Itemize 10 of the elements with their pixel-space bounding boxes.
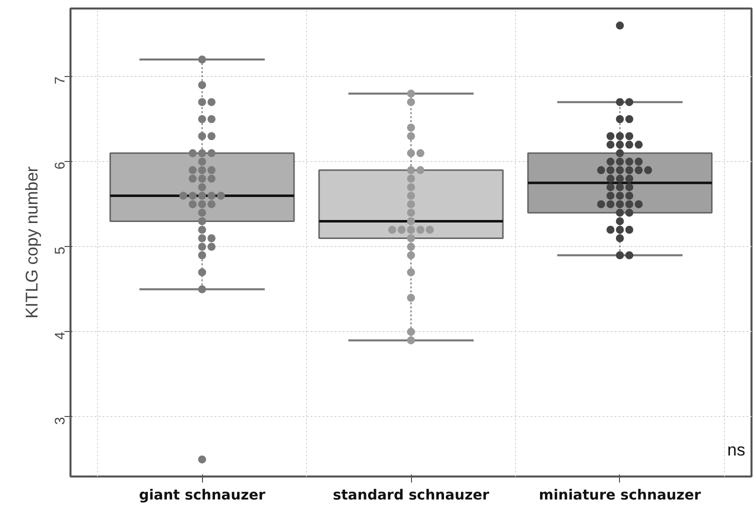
y-tick-label: 4	[52, 332, 68, 340]
y-tick-label: 3	[52, 416, 68, 425]
x-tick-label: miniature schnauzer	[538, 488, 702, 504]
y-tick-label: 7	[52, 76, 68, 84]
y-tick-label: 6	[52, 161, 68, 170]
y-axis-title: KITLG copy number	[22, 166, 42, 319]
y-tick-label: 5	[52, 246, 68, 255]
x-tick-label: giant schnauzer	[138, 488, 266, 504]
annotation: ns	[727, 440, 746, 460]
x-tick-label: standard schnauzer	[332, 488, 490, 504]
